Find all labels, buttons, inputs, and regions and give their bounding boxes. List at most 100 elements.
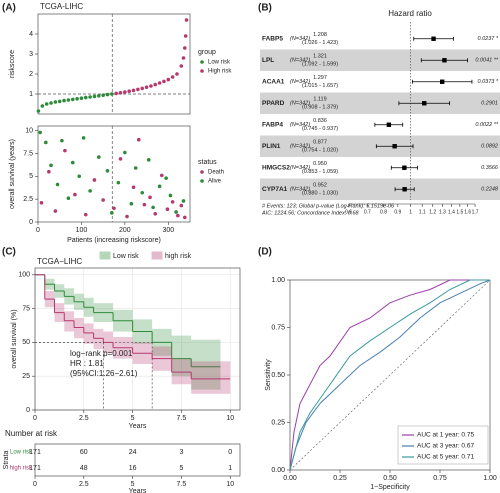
table-title: Number at risk bbox=[5, 429, 58, 438]
x-axis-label: Years bbox=[129, 423, 147, 430]
point bbox=[168, 193, 173, 198]
ci-band bbox=[171, 335, 192, 377]
x-tick-label: 0.00 bbox=[283, 475, 297, 482]
row-shade bbox=[260, 92, 500, 114]
y-tick-label: 0.50 bbox=[271, 372, 285, 379]
point bbox=[144, 85, 149, 89]
point bbox=[66, 98, 71, 102]
legend-box bbox=[397, 425, 489, 465]
x-tick-label: 2.5 bbox=[79, 415, 89, 422]
plot-frame bbox=[37, 125, 191, 223]
annotation: HR : 1.81 bbox=[70, 359, 104, 368]
point bbox=[118, 91, 123, 95]
x-tick-label: 0.75 bbox=[433, 475, 447, 482]
y-tick-label: 0 bbox=[29, 219, 33, 226]
risk-count: 16 bbox=[129, 465, 137, 472]
point bbox=[176, 213, 180, 218]
x-tick-label: 1.4 bbox=[448, 209, 455, 215]
x-tick-label: 0.8 bbox=[380, 209, 387, 215]
point bbox=[77, 174, 82, 179]
chart-title: Hazard ratio bbox=[388, 9, 432, 18]
gene-label: ACAA1 bbox=[262, 78, 285, 85]
point bbox=[38, 130, 42, 135]
point bbox=[170, 200, 175, 204]
x-axis-label: 1−Specificity bbox=[370, 484, 410, 491]
gene-label: HMGCS2 bbox=[262, 164, 290, 171]
point bbox=[70, 160, 75, 165]
row-label: high risk bbox=[10, 466, 33, 472]
hr-point bbox=[402, 187, 407, 192]
y-tick-label: 0.00 bbox=[271, 467, 285, 474]
ci-label: (0.853 - 1.059) bbox=[302, 169, 338, 175]
footnote: AIC: 1224.56; Concordance Index: 0.68 bbox=[261, 210, 360, 216]
point bbox=[146, 158, 151, 162]
legend-label: High risk bbox=[208, 69, 232, 75]
row-label: Low risk bbox=[10, 450, 33, 456]
hr-label: 1.321 bbox=[313, 54, 327, 60]
risk-count: 171 bbox=[29, 449, 41, 456]
legend-label: Low risk bbox=[113, 253, 139, 260]
y-tick-label: 1 bbox=[29, 91, 33, 98]
point bbox=[182, 215, 187, 220]
x-tick-label: 0.50 bbox=[383, 475, 397, 482]
ci-band bbox=[64, 311, 75, 332]
point bbox=[133, 166, 138, 170]
y-tick-label: 2.5 bbox=[23, 196, 33, 203]
x-tick-label: 100 bbox=[76, 227, 88, 234]
point bbox=[44, 140, 48, 145]
footnote: # Events: 123; Global p-value (Log-Rank)… bbox=[262, 203, 395, 209]
point bbox=[81, 136, 86, 140]
point bbox=[110, 92, 114, 96]
n-label: (N=342) bbox=[290, 122, 310, 128]
p-label: 0.0237 * bbox=[478, 36, 499, 42]
chart-title: TCGA-LIHC bbox=[40, 2, 83, 11]
point bbox=[97, 155, 101, 159]
ci-label: (1.026 - 1.423) bbox=[302, 40, 338, 46]
p-label: 0.0041 ** bbox=[475, 58, 498, 64]
y-tick-label: 50 bbox=[22, 339, 30, 346]
point bbox=[179, 203, 184, 208]
y-tick-label: 2 bbox=[29, 71, 33, 78]
p-label: 0.3566 bbox=[481, 165, 499, 171]
row-shade bbox=[260, 178, 500, 200]
diagonal bbox=[289, 279, 491, 471]
point bbox=[153, 211, 158, 216]
point bbox=[175, 72, 179, 76]
point bbox=[166, 77, 171, 82]
point bbox=[73, 192, 77, 197]
point bbox=[57, 99, 62, 104]
legend-key bbox=[151, 251, 163, 260]
n-label: (N=342) bbox=[290, 144, 310, 150]
point bbox=[157, 184, 162, 189]
hr-point bbox=[392, 144, 397, 149]
ci-label: (0.880 - 1.030) bbox=[302, 191, 338, 197]
gene-label: CYP7A1 bbox=[262, 186, 288, 193]
n-label: (N=342) bbox=[290, 165, 310, 171]
x-tick-label: 0 bbox=[33, 415, 37, 422]
gene-label: PPARD bbox=[262, 100, 285, 107]
point bbox=[62, 98, 66, 103]
x-tick-label: 0.6 bbox=[345, 209, 352, 215]
x-tick-label: 1.2 bbox=[429, 209, 436, 215]
plot-frame bbox=[37, 13, 191, 115]
p-label: 0.0892 bbox=[481, 144, 498, 150]
hr-point bbox=[402, 165, 407, 170]
x-tick-label: 2.5 bbox=[79, 481, 89, 488]
x-tick-label: 1.5 bbox=[456, 209, 463, 215]
x-axis-label: Years bbox=[129, 488, 147, 493]
point bbox=[97, 94, 101, 98]
hr-label: 1.119 bbox=[313, 97, 326, 103]
panel-label: (C) bbox=[2, 247, 16, 258]
legend-label: Death bbox=[208, 170, 224, 176]
x-tick-label: 0 bbox=[36, 227, 40, 234]
legend-title: status bbox=[198, 159, 217, 166]
point bbox=[162, 79, 166, 84]
legend-key bbox=[99, 251, 111, 260]
y-tick-label: 0.25 bbox=[271, 419, 285, 426]
legend-marker bbox=[200, 69, 204, 73]
point bbox=[140, 190, 145, 195]
n-label: (N=342) bbox=[290, 58, 310, 64]
x-tick-label: 7.5 bbox=[177, 481, 187, 488]
ci-band bbox=[191, 339, 221, 390]
